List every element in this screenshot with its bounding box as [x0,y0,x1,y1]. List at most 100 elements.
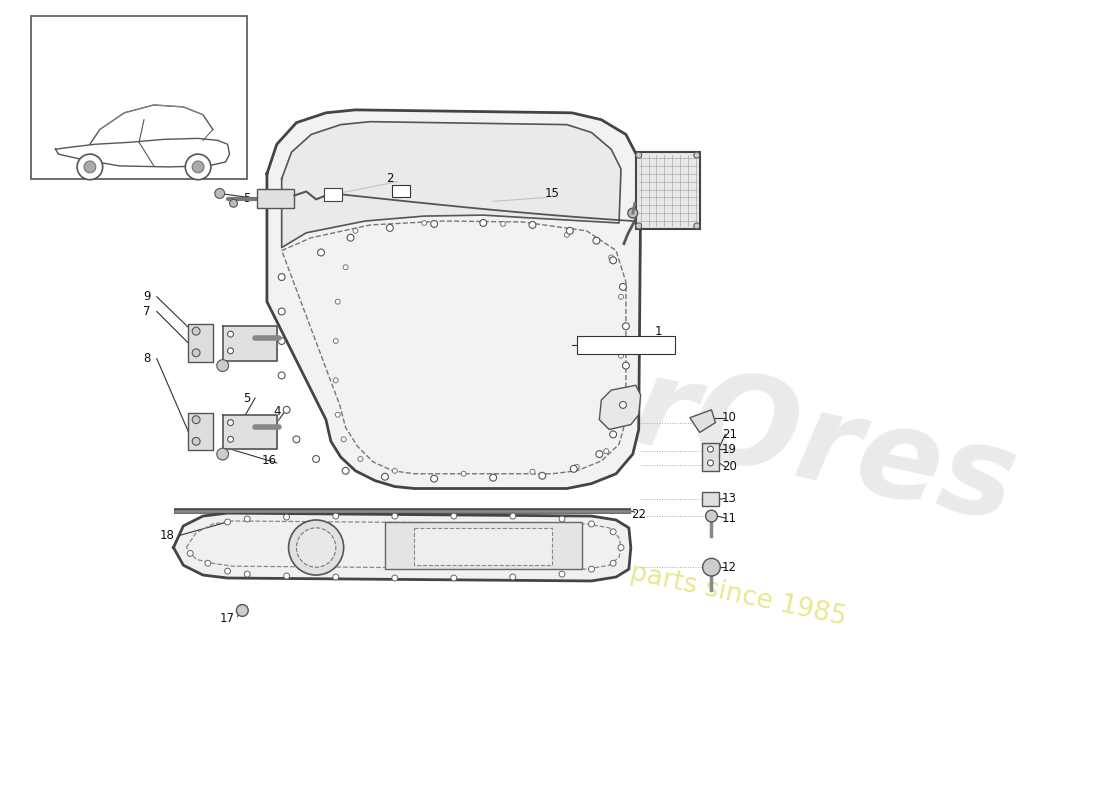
Circle shape [84,161,96,173]
Circle shape [490,474,496,481]
Circle shape [588,521,594,527]
Text: 5: 5 [243,192,251,205]
Circle shape [288,520,343,575]
Circle shape [604,449,608,454]
Circle shape [480,219,486,226]
Text: 6: 6 [253,339,261,353]
Circle shape [230,199,238,207]
Circle shape [333,574,339,580]
Circle shape [510,574,516,580]
Text: 11: 11 [722,511,737,525]
Circle shape [421,221,427,226]
Circle shape [278,308,285,315]
Circle shape [530,470,535,474]
Circle shape [278,372,285,379]
Text: 16: 16 [657,340,670,350]
Bar [324,187,342,202]
Circle shape [617,412,621,418]
Text: 22: 22 [631,507,646,521]
Text: 15: 15 [544,187,560,200]
Text: 7: 7 [143,305,151,318]
Circle shape [574,465,580,470]
Circle shape [610,560,616,566]
Bar [702,493,719,506]
Circle shape [333,513,339,519]
Circle shape [566,227,573,234]
Text: 14: 14 [662,167,678,180]
Text: 4: 4 [273,406,280,418]
Circle shape [353,228,358,234]
Circle shape [342,467,349,474]
Text: 2: 2 [597,340,604,350]
Circle shape [228,331,233,337]
Circle shape [609,431,617,438]
Bar [415,528,552,566]
Circle shape [217,448,229,460]
Circle shape [623,362,629,369]
Circle shape [559,571,565,577]
Circle shape [217,360,229,371]
Circle shape [619,283,626,290]
Bar [392,185,409,198]
Circle shape [358,457,363,462]
Circle shape [510,513,516,519]
Polygon shape [267,110,640,489]
Circle shape [707,460,714,466]
Circle shape [244,516,250,522]
Bar [188,413,212,450]
Circle shape [618,294,624,299]
Circle shape [224,519,231,525]
Bar [188,324,212,362]
Bar [702,443,719,471]
Circle shape [228,436,233,442]
Circle shape [192,161,204,173]
Circle shape [192,416,200,424]
Circle shape [588,566,594,572]
Bar [576,336,675,354]
Circle shape [185,154,211,180]
Text: 3: 3 [613,340,619,350]
Circle shape [431,221,438,227]
Circle shape [192,349,200,357]
Text: 16: 16 [262,454,276,467]
Circle shape [284,573,289,579]
Polygon shape [174,513,630,581]
Circle shape [609,257,617,264]
Polygon shape [222,326,277,361]
Circle shape [224,568,231,574]
Circle shape [608,255,614,260]
Circle shape [636,223,641,229]
Polygon shape [690,410,715,433]
Text: 1: 1 [654,325,662,338]
Circle shape [284,514,289,520]
Text: 4: 4 [629,340,635,350]
Bar [257,189,295,208]
Text: 5: 5 [330,190,337,199]
Circle shape [559,516,565,522]
Text: a passion for parts since 1985: a passion for parts since 1985 [453,523,848,631]
Text: 21: 21 [722,428,737,441]
Circle shape [619,402,626,408]
Circle shape [382,474,388,480]
Circle shape [593,238,600,244]
Text: 2: 2 [386,172,394,186]
Bar [385,522,582,569]
Circle shape [500,222,505,226]
Circle shape [312,455,320,462]
Text: 12: 12 [722,561,737,574]
Text: 5: 5 [645,340,651,350]
Circle shape [618,545,624,550]
Text: 9: 9 [143,290,151,303]
Circle shape [451,513,456,519]
Circle shape [539,472,546,479]
Text: 19: 19 [722,442,737,456]
Circle shape [318,249,324,256]
Text: eurOres: eurOres [451,312,1026,547]
Circle shape [348,234,354,241]
Circle shape [343,265,348,270]
Circle shape [596,450,603,458]
Text: 13: 13 [722,492,737,505]
Circle shape [278,274,285,281]
Circle shape [214,189,224,198]
Text: 1: 1 [582,340,587,350]
